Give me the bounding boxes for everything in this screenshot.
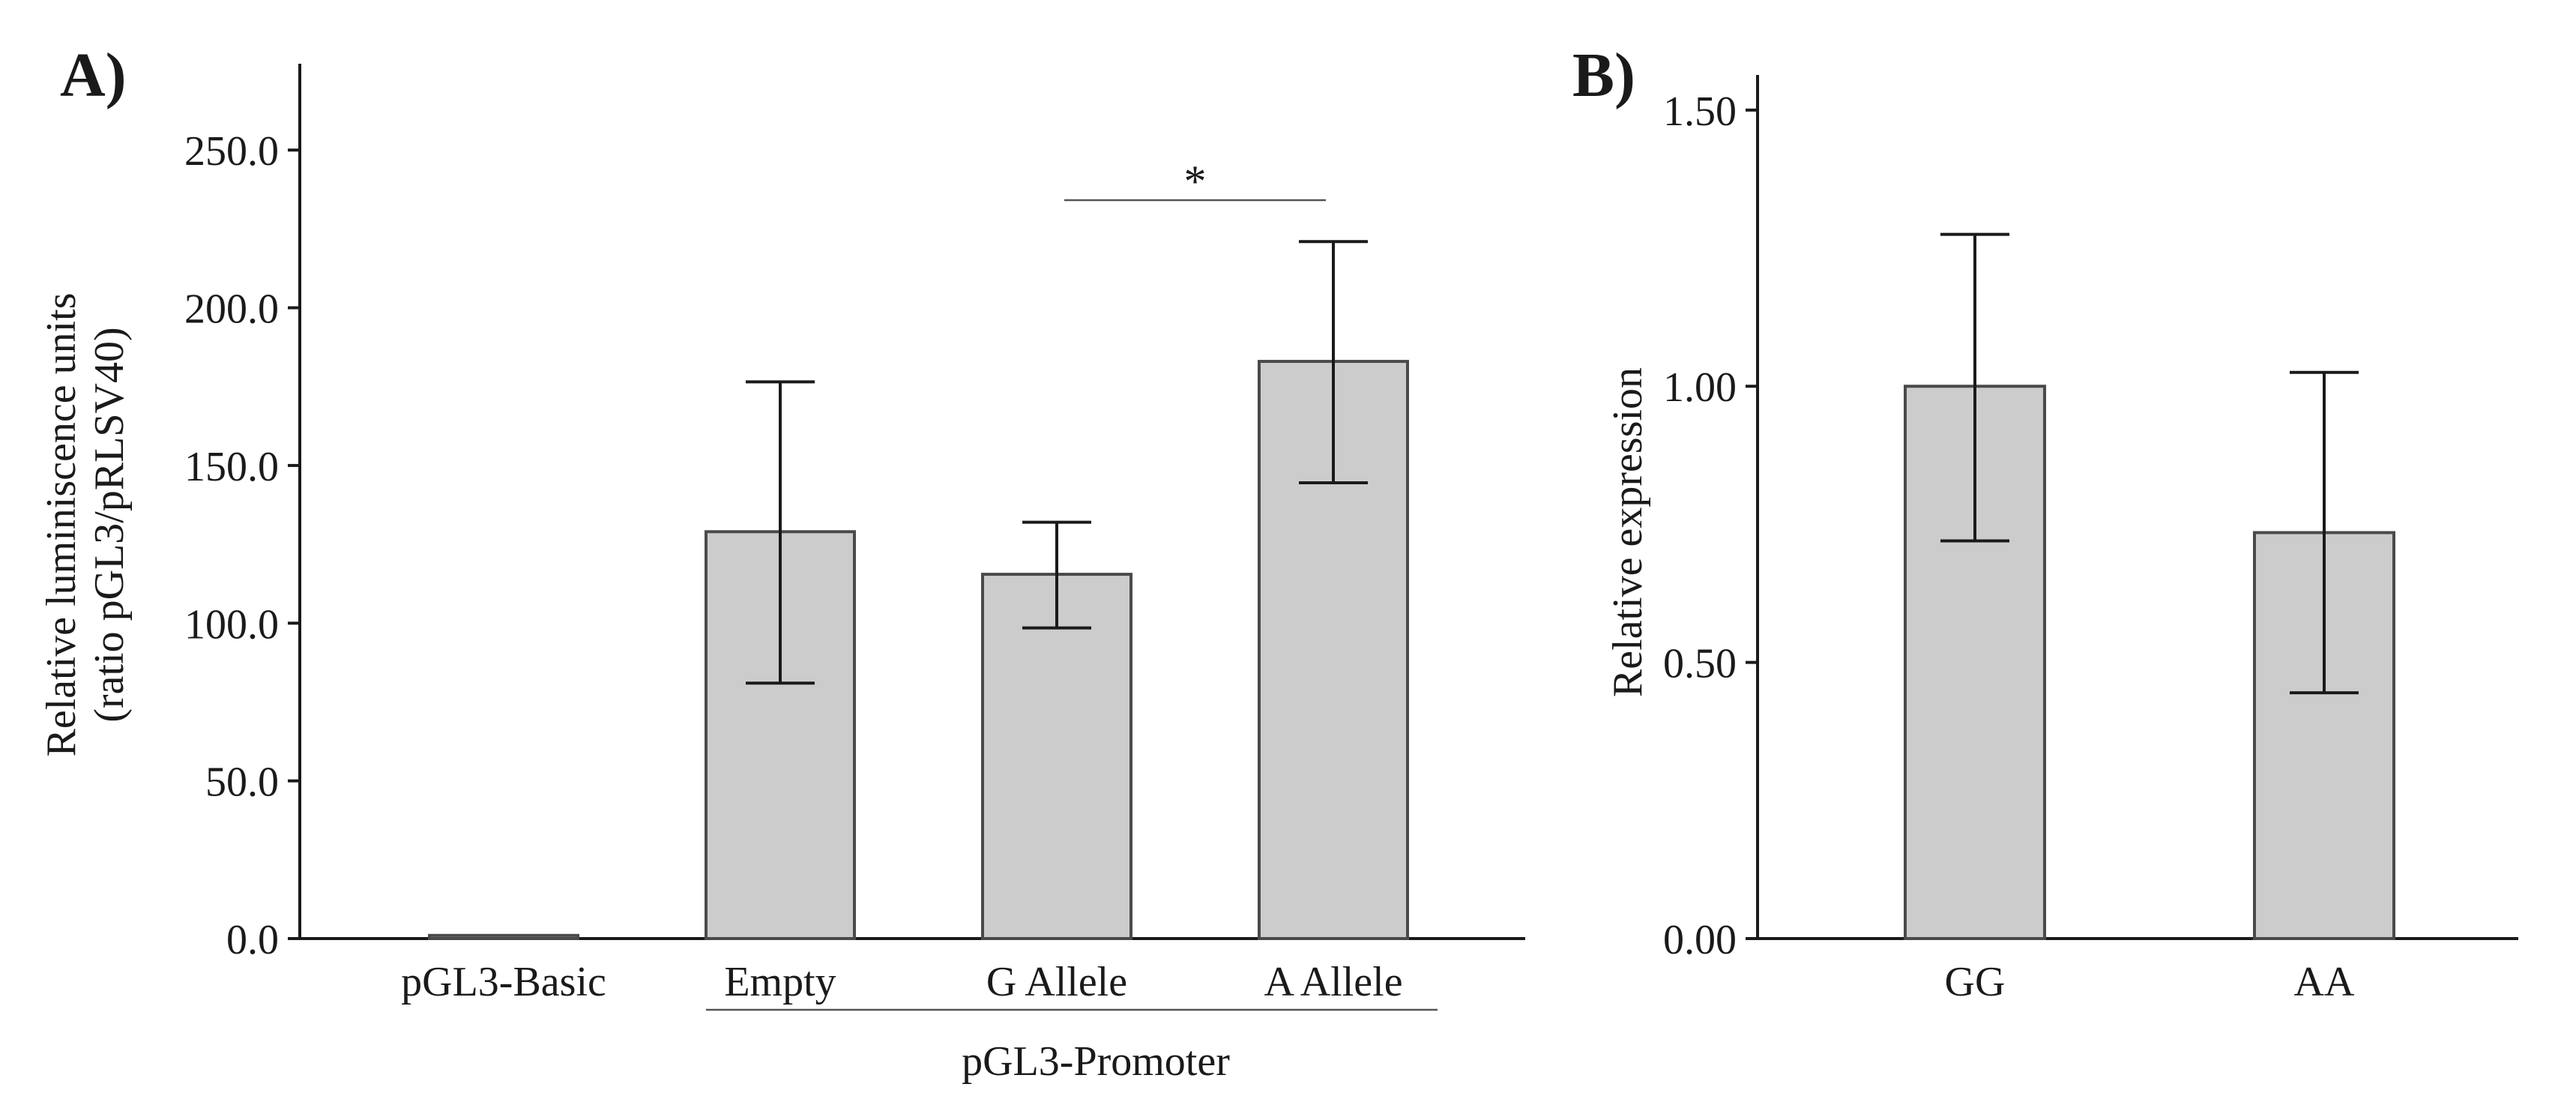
panel-a-y-tick-label: 200.0 (184, 286, 279, 333)
panel-b-y-tick-label: 1.00 (1663, 364, 1737, 411)
panel-a-label: A) (60, 40, 127, 110)
panel-a-significance-star: * (1184, 157, 1207, 206)
panel-a-category-label: pGL3-Basic (401, 959, 606, 1005)
panel-a-bar (428, 933, 579, 940)
panel-b-y-axis-title: Relative expression (1605, 367, 1651, 697)
panel-b-category-label: GG (1945, 959, 2006, 1005)
panel-a-chart: 0.0 50.0 100.0 150.0 200.0 250.0 pGL3-Basic Emp… (184, 64, 1525, 1011)
panel-b-label: B) (1572, 40, 1635, 110)
panel-a-y-axis-title-line1: Relative luminiscence units (38, 293, 85, 757)
panel-b-y-axis-title-text: Relative expression (1605, 367, 1651, 697)
panel-a-y-tick-label: 250.0 (184, 128, 279, 175)
panel-a-y-axis-title-line2: (ratio pGL3/pRLSV40) (86, 327, 133, 722)
panel-b-y-tick-label: 0.00 (1663, 917, 1737, 963)
panel-a-y-tick-label: 100.0 (184, 601, 279, 648)
panel-b-y-tick-label: 0.50 (1663, 641, 1737, 687)
panel-b-category-label: AA (2294, 959, 2355, 1005)
panel-a-group-label: pGL3-Promoter (962, 1038, 1230, 1085)
panel-a-y-tick-label: 150.0 (184, 444, 279, 490)
panel-a-y-axis-title: Relative luminiscence units (ratio pGL3/… (38, 293, 133, 757)
panel-a-category-label: A Allele (1264, 959, 1402, 1005)
panel-a-category-label: G Allele (986, 959, 1127, 1005)
panel-a-y-tick-label: 0.0 (226, 917, 279, 963)
panel-a-category-label: Empty (724, 959, 836, 1005)
panel-a-bar (981, 573, 1132, 940)
panel-b-chart: 0.00 0.50 1.00 1.50 GG AA (1663, 75, 2518, 1005)
panel-a-y-tick-label: 50.0 (205, 759, 279, 806)
panel-b-y-tick-label: 1.50 (1663, 88, 1737, 135)
